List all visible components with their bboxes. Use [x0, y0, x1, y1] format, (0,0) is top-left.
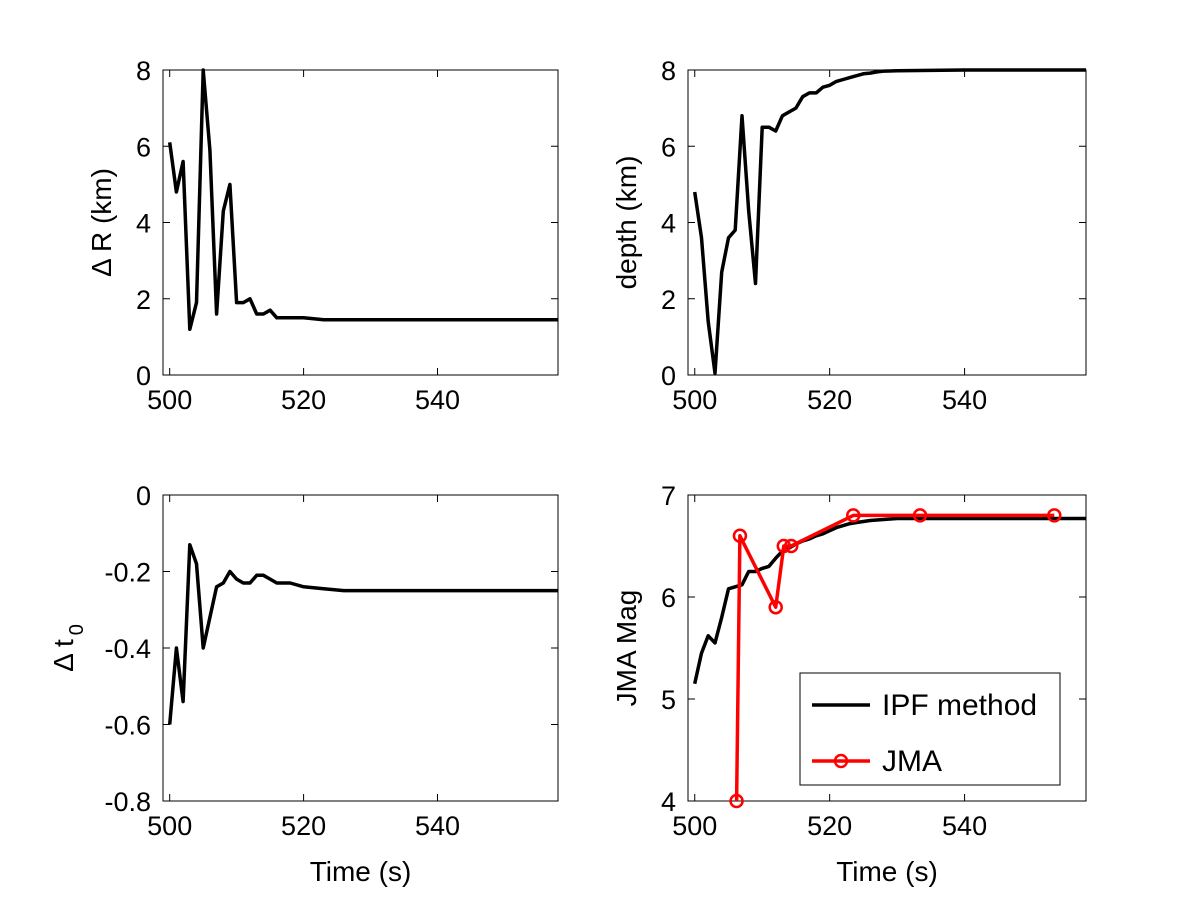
y-axis-label: Δ t 0: [48, 624, 88, 672]
x-axis-label: Time (s): [310, 856, 412, 887]
data-point-marker: [768, 599, 783, 615]
y-tick-label: 4: [661, 787, 676, 817]
x-tick-label: 500: [147, 385, 192, 415]
series-line-0: [167, 542, 558, 725]
data-point-marker: [846, 508, 861, 523]
data-point-marker: [729, 793, 744, 809]
plot-area: [162, 494, 559, 802]
y-tick-label: 0: [661, 361, 676, 391]
x-tick-label: 520: [281, 811, 326, 841]
depth-panel: 500 520 540 0 2 4 6 8 depth (km): [611, 56, 1087, 415]
jma-mag-panel: 500 520 540 4 5 6 7 JMA Mag Time (s) IPF method JM…: [611, 481, 1087, 887]
y-axis-label-main: depth (km): [611, 156, 642, 290]
y-tick-label: -0.2: [104, 558, 151, 588]
legend-label: JMA: [882, 745, 942, 778]
x-tick-label: 520: [807, 811, 852, 841]
y-axis-label: depth (km): [611, 156, 642, 290]
y-tick-label: 2: [661, 285, 676, 315]
y-axis-label-main: JMA Mag: [611, 590, 642, 707]
x-tick-label: 540: [942, 811, 987, 841]
y-axis-label: Δ R (km): [86, 168, 117, 277]
data-point-marker: [732, 528, 748, 544]
data-point-marker: [912, 508, 928, 523]
x-tick-label: 500: [147, 811, 192, 841]
legend-marker: [833, 753, 849, 769]
delta-t0-panel: 500 520 540 0 -0.2 -0.4 -0.6 -0.8 Δ t 0 Time (s): [48, 481, 559, 887]
data-point-marker: [776, 538, 792, 554]
series-line-jma: [734, 513, 1055, 802]
x-tick-label: 540: [415, 385, 460, 415]
y-tick-label: 0: [136, 361, 151, 391]
y-axis-label-main: Δ t: [48, 639, 79, 672]
y-tick-label: -0.4: [104, 634, 151, 664]
y-axis-label-subscript: 0: [66, 624, 88, 635]
y-tick-label: 6: [661, 583, 676, 613]
plot-area: [162, 69, 559, 376]
y-tick-label: -0.6: [104, 711, 151, 741]
x-tick-label: 520: [807, 385, 852, 415]
data-point-marker: [783, 538, 799, 554]
legend-label: IPF method: [882, 689, 1037, 722]
y-tick-label: 7: [661, 481, 676, 511]
x-tick-label: 540: [942, 385, 987, 415]
series-line-0: [167, 68, 558, 332]
y-tick-label: 6: [136, 132, 151, 162]
x-axis-label: Time (s): [836, 856, 938, 887]
x-tick-label: 500: [672, 811, 717, 841]
y-tick-label: 2: [136, 285, 151, 315]
legend: IPF method JMA: [799, 672, 1061, 786]
y-tick-label: 4: [661, 209, 676, 239]
y-tick-label: -0.8: [104, 787, 151, 817]
y-tick-label: 4: [136, 209, 151, 239]
y-tick-label: 6: [661, 132, 676, 162]
y-tick-label: 8: [661, 56, 676, 86]
x-tick-label: 540: [415, 811, 460, 841]
y-tick-label: 8: [136, 56, 151, 86]
y-axis-label-main: Δ R (km): [86, 168, 117, 277]
x-tick-label: 520: [281, 385, 326, 415]
data-point-marker: [1047, 508, 1062, 523]
y-tick-label: 0: [136, 481, 151, 511]
series-line-0: [692, 68, 1086, 375]
delta-r-panel: 500 520 540 0 2 4 6 8 Δ R (km): [86, 56, 559, 415]
y-axis-label: JMA Mag: [611, 590, 642, 707]
x-tick-label: 500: [672, 385, 717, 415]
y-tick-label: 5: [661, 685, 676, 715]
plot-area: [687, 69, 1087, 376]
